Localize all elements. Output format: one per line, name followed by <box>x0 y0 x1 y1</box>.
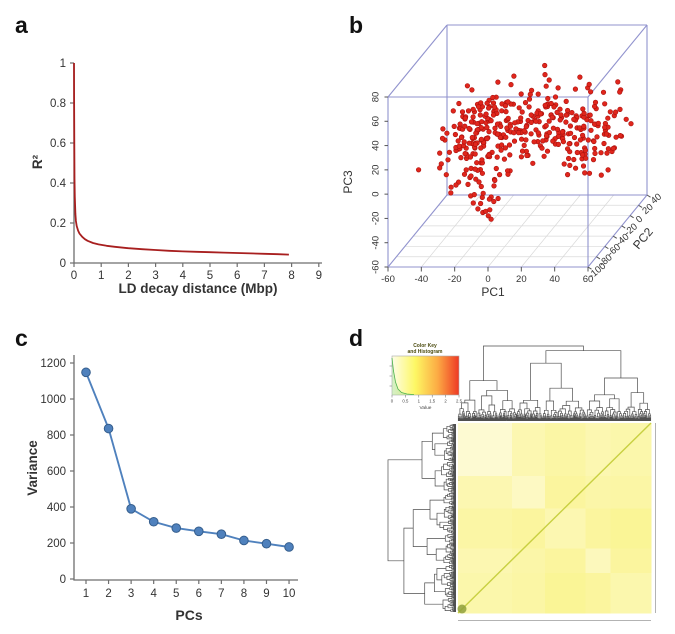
scree-y-tick-label: 400 <box>47 502 66 514</box>
scree-x-tick-label: 9 <box>263 588 269 600</box>
scree-y-tick-label: 200 <box>47 538 66 550</box>
scree-x-tick-label: 3 <box>128 588 134 600</box>
ld-y-tick-label: 0.6 <box>50 138 66 150</box>
scree-x-tick-label: 2 <box>105 588 111 600</box>
scree-x-tick-label: 6 <box>196 588 202 600</box>
color-key-title-line2: and Histogram <box>407 349 443 355</box>
panel-label-b: b <box>349 12 364 38</box>
color-key-title-line1: Color Key <box>413 343 437 349</box>
ld-y-tick-label: 1 <box>60 58 66 70</box>
ld-x-tick-label: 8 <box>288 270 294 282</box>
ld-y-axis: 0 0.2 0.4 0.6 0.8 1 <box>50 58 74 270</box>
color-key-x-tick-label: 2.5 <box>456 399 463 404</box>
scree-y-tick-label: 0 <box>60 574 66 586</box>
pc3-tick-label: -60 <box>371 260 382 274</box>
pc1-tick-label: -40 <box>414 274 428 285</box>
ld-x-axis: 0 1 2 3 4 5 6 7 8 9 <box>71 263 322 282</box>
ld-x-tick-label: 7 <box>261 270 267 282</box>
scree-y-axis: 0 200 400 600 800 1000 1200 <box>40 358 74 586</box>
pc1-tick-label: -20 <box>448 274 462 285</box>
ld-y-tick-label: 0.4 <box>50 178 67 190</box>
ld-x-tick-label: 0 <box>71 270 77 282</box>
pc3-tick-label: 60 <box>371 116 382 127</box>
color-key-density-curve <box>391 357 415 395</box>
pc3-tick-label: 80 <box>371 92 382 103</box>
top-dendrogram <box>457 345 652 421</box>
color-key-x-tick-label: 0.5 <box>402 399 409 404</box>
pc1-axis-title: PC1 <box>481 285 505 299</box>
pc1-tick-label: 60 <box>583 274 594 285</box>
ld-x-tick-label: 5 <box>207 270 213 282</box>
scree-y-tick-label: 800 <box>47 430 66 442</box>
scree-y-tick-label: 600 <box>47 466 66 478</box>
scree-plot: 0 200 400 600 800 1000 1200 1 2 3 4 5 6 7 8 9 10 Variance… <box>25 355 298 623</box>
scree-y-tick-label: 1200 <box>40 358 66 370</box>
pc3-tick-label: -40 <box>371 236 382 250</box>
ld-x-axis-title: LD decay distance (Mbp) <box>118 281 277 296</box>
pca-floor-grid <box>396 194 639 268</box>
scree-x-tick-label: 10 <box>283 588 296 600</box>
pca-points <box>416 62 634 222</box>
ld-x-tick-label: 4 <box>180 270 187 282</box>
color-key-x-tick-label: 2 <box>444 399 447 404</box>
pc3-tick-label: 20 <box>371 165 382 176</box>
scree-y-axis-title: Variance <box>25 440 40 496</box>
pc3-tick-label: 40 <box>371 140 382 151</box>
ld-y-tick-label: 0 <box>60 258 66 270</box>
ld-y-axis-title: R² <box>30 154 45 169</box>
scree-x-axis-title: PCs <box>175 607 202 623</box>
ld-x-tick-label: 2 <box>125 270 131 282</box>
scree-x-tick-label: 5 <box>173 588 179 600</box>
pc1-tick-label: -60 <box>381 274 395 285</box>
panel-label-d: d <box>349 325 364 351</box>
color-key-x-axis-title: Value <box>420 405 432 411</box>
ld-y-tick-label: 0.2 <box>50 218 66 230</box>
pc3-tick-label: 0 <box>371 191 382 196</box>
left-dendrogram <box>387 423 456 613</box>
heatmap-matrix <box>458 423 652 614</box>
ld-decay-curve <box>73 62 289 256</box>
ld-x-tick-label: 1 <box>98 270 104 282</box>
ld-y-tick-label: 0.8 <box>50 98 66 110</box>
panel-label-c: c <box>15 325 28 351</box>
heatmap-diagonal <box>457 422 652 614</box>
color-key-x-tick-label: 1.5 <box>429 399 436 404</box>
scree-y-tick-label: 1000 <box>40 394 66 406</box>
pc1-tick-label: 20 <box>516 274 527 285</box>
scree-x-tick-label: 8 <box>241 588 247 600</box>
ld-x-tick-label: 9 <box>316 270 322 282</box>
scree-x-tick-label: 4 <box>150 588 157 600</box>
pc1-tick-label: 0 <box>485 274 490 285</box>
color-key-x-tick-label: 1 <box>418 399 421 404</box>
pc1-tick-label: 40 <box>549 274 560 285</box>
pc2-tick-label: 0 <box>634 214 645 226</box>
panel-label-a: a <box>15 12 28 38</box>
scree-x-tick-label: 7 <box>218 588 224 600</box>
pc2-tick-label: 40 <box>649 191 664 206</box>
ld-x-tick-label: 6 <box>234 270 240 282</box>
heatmap-corner-spot <box>457 604 467 614</box>
ld-x-tick-label: 3 <box>152 270 158 282</box>
pc3-tick-label: -20 <box>371 212 382 226</box>
pca-3d-plot: -60 -40 -20 0 20 40 60-60-40-20020406080-100-8… <box>341 24 664 299</box>
scree-markers <box>81 367 294 552</box>
color-key-gradient <box>391 355 460 396</box>
ld-decay-plot: 0 0.2 0.4 0.6 0.8 1 0 1 2 3 4 5 6 7 8 9 R² LD decay dista… <box>30 58 322 296</box>
scree-x-tick-label: 1 <box>83 588 89 600</box>
scree-line <box>85 372 290 548</box>
color-key-x-tick-label: 0 <box>391 399 394 404</box>
pc3-axis-title: PC3 <box>341 170 355 194</box>
scree-x-axis: 1 2 3 4 5 6 7 8 9 10 <box>83 580 296 600</box>
